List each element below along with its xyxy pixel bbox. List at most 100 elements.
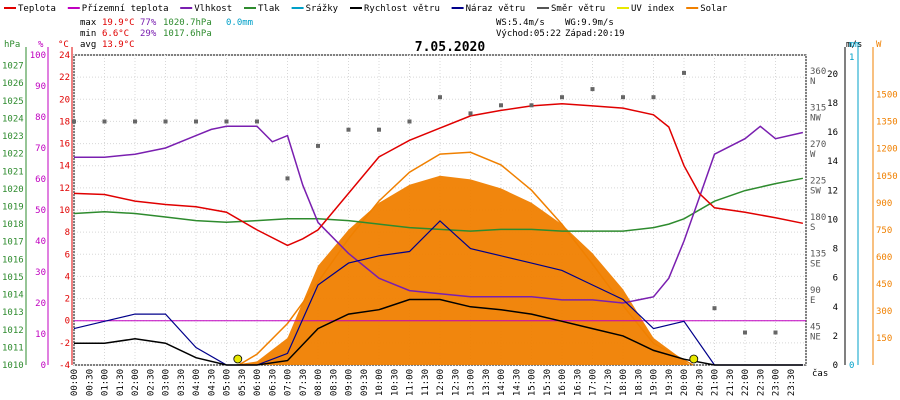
time-axis-title: čas (812, 368, 828, 379)
stats-min-pressure: 1017.6hPa (163, 29, 212, 39)
degc-tick-label: 20 (59, 95, 70, 105)
direction-tick-label: SE (810, 259, 821, 269)
uv-index-marker (689, 354, 699, 364)
hpa-tick-label: 1013 (2, 308, 24, 318)
time-tick-label: 09:30 (360, 369, 370, 396)
time-tick-label: 04:30 (207, 369, 217, 396)
direction-tick-label: 180 (810, 213, 826, 223)
mm-tick-label: 0 (849, 361, 854, 371)
time-tick-label: 14:30 (512, 369, 522, 396)
degc-tick-label: 8 (65, 228, 70, 238)
wm2-tick-label: 750 (876, 226, 892, 236)
time-tick-label: 12:30 (451, 369, 461, 396)
stats-wind-speed: WS:5.4m/s (496, 18, 545, 28)
hpa-tick-label: 1025 (2, 97, 24, 107)
time-tick-label: 16:30 (573, 369, 583, 396)
wind-direction-point (499, 103, 503, 108)
wind-direction-point (438, 95, 442, 100)
pct-tick-label: 10 (35, 330, 46, 340)
time-tick-label: 08:00 (314, 369, 324, 396)
time-tick-label: 09:00 (345, 369, 355, 396)
hpa-tick-label: 1014 (2, 291, 24, 301)
wind-direction-point (72, 119, 76, 124)
chart-title: 7.05.2020 (415, 40, 486, 55)
mm-axis-title: mm (849, 40, 860, 50)
stats-sunset: Západ:20:19 (565, 29, 625, 39)
wm2-tick-label: 1050 (876, 172, 898, 182)
wm2-axis-title: W (876, 40, 882, 50)
stats-max-label: max (80, 18, 97, 28)
wm2-tick-label: 1350 (876, 118, 898, 128)
time-tick-label: 15:30 (543, 369, 553, 396)
series-humidity-line (74, 125, 804, 304)
hpa-tick-label: 1018 (2, 220, 24, 230)
hpa-tick-label: 1016 (2, 255, 24, 265)
ms-tick-label: 6 (833, 274, 838, 284)
time-tick-label: 04:00 (192, 369, 202, 396)
legend-label: Náraz větru (466, 4, 526, 14)
hpa-tick-label: 1019 (2, 202, 24, 212)
stats-max-rain: 0.0mm (226, 18, 253, 28)
time-tick-label: 22:00 (741, 369, 751, 396)
time-tick-label: 15:00 (528, 369, 538, 396)
time-tick-label: 08:30 (329, 369, 339, 396)
stats-panel: max 19.9°C 77% 1020.7hPa 0.0mm min 6.6°C… (80, 18, 625, 50)
legend-label: Srážky (306, 4, 339, 14)
wind-direction-point (224, 119, 229, 124)
direction-tick-label: 90 (810, 286, 821, 296)
wm2-tick-label: 1500 (876, 91, 898, 101)
pct-tick-label: 30 (35, 268, 46, 278)
stats-avg-temp: 13.9°C (102, 40, 135, 50)
series-pressure-line (73, 177, 804, 232)
degc-tick-label: 16 (59, 140, 70, 150)
plot-area (72, 54, 807, 366)
wind-direction-point (377, 127, 381, 132)
ms-tick-label: 0 (833, 361, 838, 371)
time-tick-label: 03:00 (162, 369, 172, 396)
direction-tick-label: N (810, 77, 815, 87)
stats-max-humidity: 77% (140, 18, 157, 28)
time-tick-label: 21:30 (726, 369, 736, 396)
wind-direction-point (194, 119, 198, 124)
hpa-tick-label: 1020 (2, 185, 24, 195)
stats-avg-label: avg (80, 40, 96, 50)
degc-tick-label: 14 (59, 162, 70, 172)
degc-tick-label: 4 (65, 272, 70, 282)
direction-tick-label: NE (810, 332, 821, 342)
time-tick-label: 01:00 (101, 369, 111, 396)
wind-direction-point (133, 119, 137, 124)
ms-tick-label: 16 (827, 128, 838, 138)
direction-tick-label: SW (810, 186, 821, 196)
wm2-tick-label: 300 (876, 307, 892, 317)
series-temperature-line (73, 102, 804, 247)
time-tick-label: 10:00 (375, 369, 385, 396)
legend-label: Vlhkost (194, 4, 232, 14)
hpa-tick-label: 1017 (2, 238, 24, 248)
direction-tick-label: 225 (810, 176, 826, 186)
time-tick-label: 22:30 (756, 369, 766, 396)
time-tick-label: 05:30 (238, 369, 248, 396)
ms-tick-label: 8 (833, 245, 838, 255)
hpa-tick-label: 1012 (2, 326, 24, 336)
hpa-tick-label: 1027 (2, 62, 24, 72)
pct-tick-label: 40 (35, 237, 46, 247)
ms-tick-label: 12 (827, 186, 838, 196)
wind-direction-point (255, 119, 259, 124)
stats-max-temp: 19.9°C (102, 18, 135, 28)
time-tick-label: 13:30 (482, 369, 492, 396)
legend-label: Teplota (18, 4, 56, 14)
stats-min-humidity: 29% (140, 29, 157, 39)
time-tick-label: 19:30 (665, 369, 675, 396)
direction-tick-label: E (810, 296, 815, 306)
wind-direction-point (468, 111, 473, 116)
time-tick-label: 01:30 (116, 369, 126, 396)
time-tick-label: 21:00 (711, 369, 721, 396)
time-tick-label: 00:00 (70, 369, 80, 396)
stats-wind-gust: WG:9.9m/s (565, 18, 614, 28)
hpa-tick-label: 1010 (2, 361, 24, 371)
hpa-axis-title: hPa (4, 40, 20, 50)
degc-tick-label: 2 (65, 295, 70, 305)
time-tick-label: 03:30 (177, 369, 187, 396)
wind-direction-point (712, 306, 717, 311)
legend-label: Směr větru (551, 4, 605, 14)
